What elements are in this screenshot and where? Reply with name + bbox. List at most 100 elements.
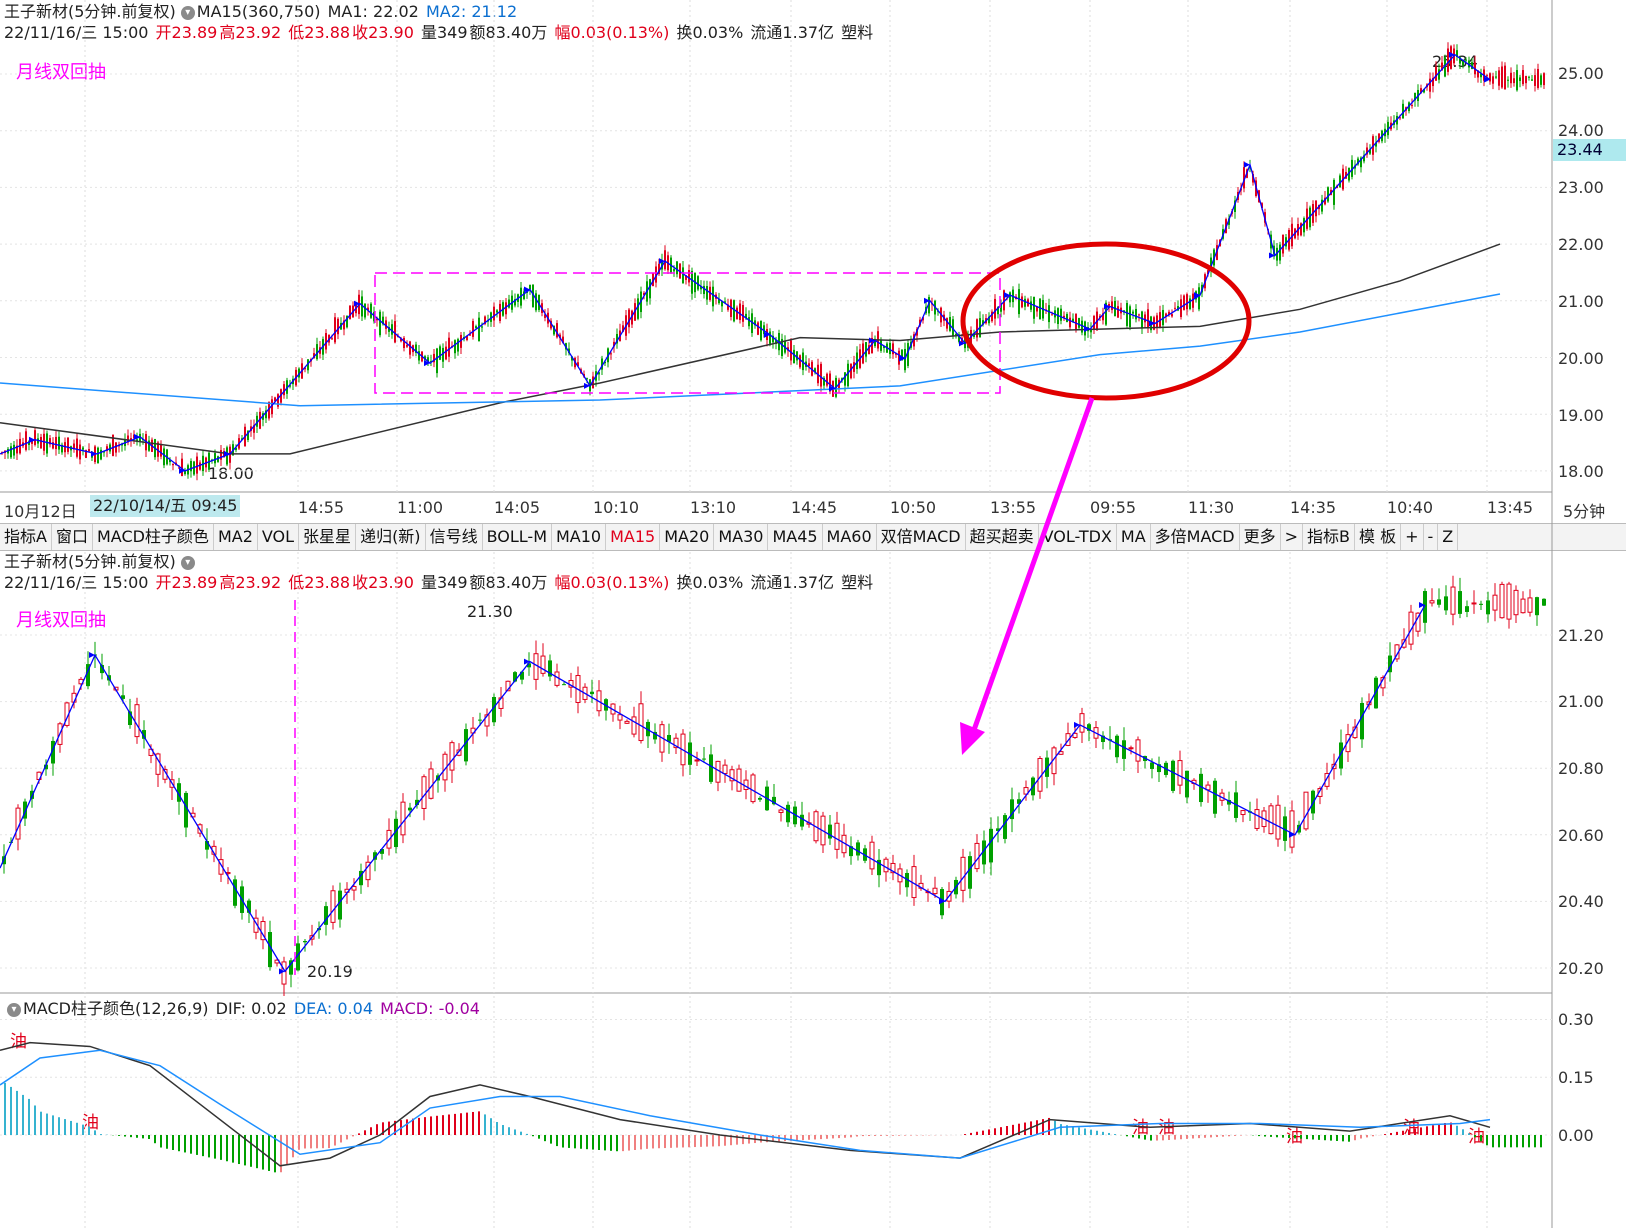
candle-body bbox=[303, 940, 307, 943]
candle-body bbox=[406, 344, 408, 347]
candle-body bbox=[1471, 602, 1477, 605]
candle-body bbox=[613, 341, 615, 347]
candle-body bbox=[706, 286, 708, 300]
tab-23[interactable]: 模 板 bbox=[1355, 524, 1402, 550]
tab-7[interactable]: 信号线 bbox=[426, 524, 483, 550]
period-label[interactable]: 5分钟 bbox=[1563, 502, 1606, 521]
tab-0[interactable]: 指标A bbox=[0, 524, 52, 550]
candle-body bbox=[1438, 69, 1440, 80]
candle-body bbox=[296, 943, 300, 971]
tab-3[interactable]: MA2 bbox=[214, 524, 258, 550]
candle-body bbox=[67, 437, 69, 452]
candle-body bbox=[673, 737, 679, 749]
candle-body bbox=[283, 384, 285, 396]
candle-body bbox=[376, 318, 378, 321]
candle-body bbox=[1138, 314, 1140, 316]
chevron-down-icon[interactable]: ▾ bbox=[180, 555, 195, 570]
candle-body bbox=[265, 410, 267, 419]
candle-body bbox=[505, 302, 507, 315]
candle-body bbox=[373, 852, 377, 860]
time-label: 11:00 bbox=[397, 498, 444, 517]
candle-body bbox=[1036, 306, 1038, 312]
tab-4[interactable]: VOL bbox=[258, 524, 300, 550]
tab-18[interactable]: MA bbox=[1117, 524, 1151, 550]
candle-body bbox=[442, 347, 444, 362]
info-volume: 量349 bbox=[420, 23, 468, 42]
tab-13[interactable]: MA45 bbox=[768, 524, 823, 550]
candle-body bbox=[718, 299, 720, 304]
candle-body bbox=[1183, 295, 1185, 310]
candle-body bbox=[128, 711, 132, 726]
tab-19[interactable]: 多倍MACD bbox=[1151, 524, 1240, 550]
candle-body bbox=[828, 824, 832, 839]
chevron-down-icon[interactable]: ▾ bbox=[7, 1002, 21, 1017]
callout-arrow bbox=[971, 397, 1095, 731]
tab-26[interactable]: Z bbox=[1438, 524, 1459, 550]
candle-body bbox=[1435, 66, 1437, 81]
candle-body bbox=[334, 317, 336, 343]
time-label: 14:05 bbox=[494, 498, 541, 517]
tab-2[interactable]: MACD柱子颜色 bbox=[93, 524, 214, 550]
chevron-down-icon[interactable]: ▾ bbox=[180, 5, 195, 20]
candle-body bbox=[622, 325, 624, 332]
candle-body bbox=[233, 879, 237, 906]
candle-body bbox=[958, 334, 960, 342]
top-lines bbox=[0, 51, 1501, 474]
stock-title: 王子新材(5分钟.前复权) bbox=[4, 552, 176, 571]
candle-body bbox=[1492, 594, 1498, 611]
candle-body bbox=[157, 442, 159, 457]
tab-6[interactable]: 递归(新) bbox=[356, 524, 426, 550]
tab-12[interactable]: MA30 bbox=[714, 524, 769, 550]
top-ytick: 24.00 bbox=[1558, 121, 1604, 140]
candle-body bbox=[700, 286, 702, 290]
candle-body bbox=[1282, 234, 1284, 254]
info-amount: 额83.40万 bbox=[469, 23, 548, 42]
zigzag-arrowhead bbox=[134, 433, 140, 440]
candle-body bbox=[46, 433, 48, 454]
tab-11[interactable]: MA20 bbox=[660, 524, 715, 550]
tab-24[interactable]: + bbox=[1401, 524, 1424, 550]
candle-body bbox=[298, 368, 300, 378]
candle-body bbox=[1327, 187, 1329, 202]
zigzag-arrowhead bbox=[584, 382, 590, 389]
tab-15[interactable]: 双倍MACD bbox=[877, 524, 966, 550]
candle-body bbox=[1501, 66, 1503, 88]
candle-body bbox=[1093, 315, 1095, 330]
tab-20[interactable]: 更多 bbox=[1240, 524, 1281, 550]
info-close: 收23.90 bbox=[352, 23, 414, 42]
candle-body bbox=[844, 372, 846, 386]
tab-16[interactable]: 超买超卖 bbox=[966, 524, 1039, 550]
info-open: 开23.89 bbox=[155, 23, 218, 42]
tab-17[interactable]: VOL-TDX bbox=[1039, 524, 1117, 550]
candle-body bbox=[1039, 298, 1041, 320]
top-ytick: 23.00 bbox=[1558, 178, 1604, 197]
tab-25[interactable]: - bbox=[1424, 524, 1439, 550]
info-change: 幅0.03(0.13%) bbox=[554, 23, 670, 42]
candle-body bbox=[1180, 299, 1182, 318]
tab-10[interactable]: MA15 bbox=[606, 524, 661, 550]
candle-body bbox=[1150, 762, 1154, 769]
tab-5[interactable]: 张星星 bbox=[299, 524, 357, 550]
tab-8[interactable]: BOLL-M bbox=[483, 524, 552, 550]
tab-14[interactable]: MA60 bbox=[823, 524, 877, 550]
candle-body bbox=[1135, 308, 1137, 320]
candle-body bbox=[79, 444, 81, 460]
candle-body bbox=[169, 459, 171, 463]
candle-body bbox=[757, 322, 759, 335]
candle-body bbox=[418, 351, 420, 361]
zigzag-arrowhead bbox=[1004, 292, 1010, 299]
candle-body bbox=[1321, 199, 1323, 212]
candle-body bbox=[1117, 306, 1119, 318]
candle-body bbox=[1437, 599, 1441, 605]
candle-body bbox=[880, 339, 882, 351]
candle-body bbox=[1210, 257, 1212, 271]
tab-21[interactable]: > bbox=[1281, 524, 1304, 550]
candle-body bbox=[1017, 799, 1021, 804]
tab-22[interactable]: 指标B bbox=[1303, 524, 1356, 550]
tab-1[interactable]: 窗口 bbox=[52, 524, 93, 550]
candle-body bbox=[1079, 713, 1085, 733]
candle-body bbox=[1102, 313, 1104, 321]
bottom-high-label: 21.30 bbox=[467, 602, 513, 621]
tab-9[interactable]: MA10 bbox=[552, 524, 607, 550]
